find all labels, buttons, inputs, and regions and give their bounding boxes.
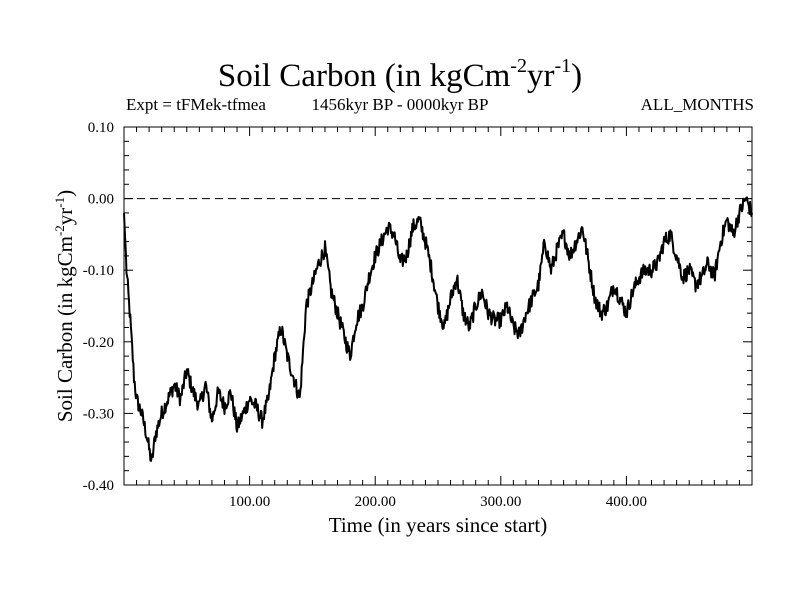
y-tick-label: -0.30 xyxy=(83,406,114,422)
y-tick-label: 0.00 xyxy=(88,192,114,208)
y-axis-title: Soil Carbon (in kgCm-2yr-1) xyxy=(52,190,77,422)
axis-tick-labels: 100.00 200.00 300.00 400.00 0.10 0.00 -0.10 -0.… xyxy=(83,120,647,510)
x-axis-title: Time (in years since start) xyxy=(329,513,548,537)
series-line-soil-carbon xyxy=(123,196,753,462)
x-tick-label: 100.00 xyxy=(229,494,270,510)
y-tick-label: 0.10 xyxy=(88,120,114,136)
time-range-label: 1456kyr BP - 0000kyr BP xyxy=(311,95,489,114)
x-tick-label: 200.00 xyxy=(355,494,396,510)
y-tick-label: -0.20 xyxy=(83,335,114,351)
months-label: ALL_MONTHS xyxy=(640,95,754,114)
y-tick-label: -0.10 xyxy=(83,263,114,279)
chart-title: Soil Carbon (in kgCm-2yr-1) xyxy=(217,55,583,94)
experiment-label: Expt = tFMek-tfmea xyxy=(126,95,266,114)
x-tick-label: 400.00 xyxy=(606,494,647,510)
y-tick-label: -0.40 xyxy=(83,478,114,494)
x-tick-label: 300.00 xyxy=(480,494,521,510)
